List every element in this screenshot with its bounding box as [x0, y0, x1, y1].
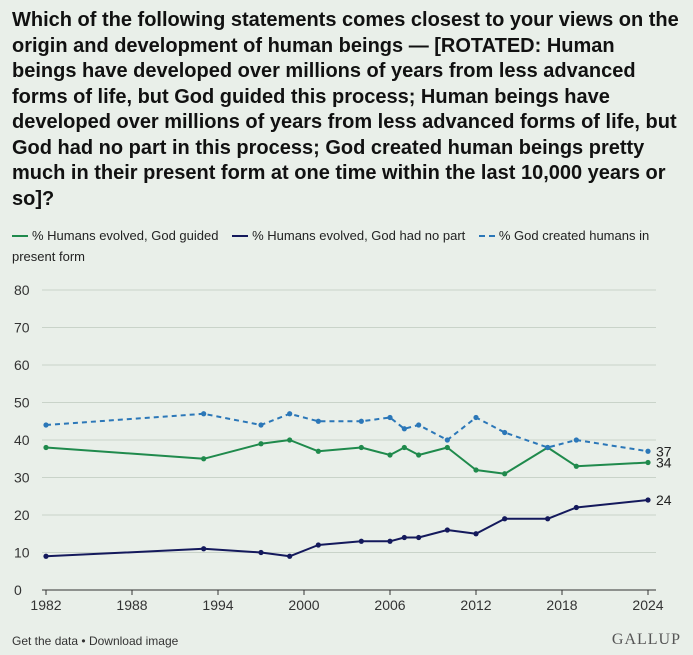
y-tick-label-40: 40 — [14, 432, 30, 448]
y-tick-label-0: 0 — [14, 582, 22, 598]
footer-separator: • — [81, 634, 86, 648]
series-line-1 — [45, 499, 649, 558]
series-line-2 — [45, 412, 649, 453]
data-point-2-4 — [315, 418, 321, 424]
data-point-2-7 — [401, 426, 407, 432]
data-point-1-8 — [416, 534, 422, 541]
legend-swatch-god-created — [478, 234, 495, 237]
data-point-0-9 — [444, 444, 450, 451]
data-point-2-3 — [287, 411, 293, 417]
data-point-0-0 — [43, 444, 49, 451]
data-point-2-9 — [444, 437, 450, 443]
gallup-logo: GALLUP — [611, 631, 681, 648]
data-point-0-13 — [573, 463, 579, 469]
data-point-1-10 — [473, 531, 479, 537]
x-tick-label-2012: 2012 — [460, 597, 491, 613]
data-point-0-2 — [258, 441, 264, 447]
data-point-2-6 — [387, 414, 393, 421]
x-tick-label-1982: 1982 — [30, 597, 61, 613]
y-tick-label-30: 30 — [14, 470, 30, 486]
data-point-2-2 — [258, 422, 264, 428]
data-point-1-5 — [358, 538, 364, 544]
download-image-link[interactable]: Download image — [88, 634, 179, 648]
data-point-0-4 — [315, 448, 321, 454]
data-point-0-3 — [287, 437, 293, 443]
data-point-1-0 — [43, 553, 49, 559]
y-tick-label-60: 60 — [14, 357, 30, 373]
data-point-1-6 — [387, 538, 393, 544]
y-tick-label-80: 80 — [14, 282, 30, 298]
x-tick-label-1994: 1994 — [202, 597, 233, 613]
data-point-1-13 — [573, 504, 579, 511]
legend-swatch-god-guided — [12, 234, 28, 237]
series-line-0 — [45, 439, 649, 475]
data-point-1-14 — [645, 497, 651, 503]
data-point-2-14 — [645, 448, 651, 454]
x-tick-label-2024: 2024 — [632, 597, 663, 613]
data-point-2-11 — [502, 429, 508, 436]
footer: Get the data • Download image — [12, 634, 178, 648]
legend-item-god-created: % God created humans in present form — [12, 228, 649, 264]
legend-item-god-guided: % Humans evolved, God guided — [12, 228, 222, 243]
data-point-1-4 — [315, 542, 321, 548]
line-chart: 0 10 20 30 40 50 60 70 80 1982 1988 1994 2000 2006 201… — [14, 282, 672, 613]
data-point-0-6 — [387, 452, 393, 458]
data-point-1-2 — [258, 549, 264, 556]
x-tick-label-2018: 2018 — [546, 597, 577, 613]
page-title: Which of the following statements comes … — [12, 9, 679, 210]
x-tick-label-2000: 2000 — [288, 597, 319, 613]
x-tick-label-2006: 2006 — [374, 597, 405, 613]
data-point-1-12 — [545, 516, 551, 522]
get-data-link[interactable]: Get the data — [12, 634, 79, 648]
data-point-0-7 — [401, 444, 407, 451]
data-point-2-0 — [43, 422, 49, 428]
y-tick-label-20: 20 — [14, 507, 30, 523]
data-point-2-12 — [545, 444, 551, 451]
data-point-1-3 — [287, 553, 293, 559]
data-point-0-14 — [645, 459, 651, 466]
data-point-2-5 — [358, 418, 364, 424]
data-point-1-9 — [444, 527, 450, 533]
end-label-0: 34 — [656, 455, 672, 471]
end-label-2: 37 — [656, 443, 672, 459]
x-tick-label-1988: 1988 — [116, 597, 147, 613]
end-label-1: 24 — [656, 492, 672, 508]
data-point-2-10 — [473, 414, 479, 421]
data-point-0-8 — [416, 452, 422, 458]
y-tick-label-50: 50 — [14, 395, 30, 411]
legend-item-no-part: % Humans evolved, God had no part — [232, 228, 469, 243]
data-point-2-13 — [573, 437, 579, 443]
chart-legend: % Humans evolved, God guided % Humans ev… — [12, 225, 684, 267]
data-point-0-5 — [358, 444, 364, 451]
y-tick-label-70: 70 — [14, 320, 30, 336]
legend-label-god-guided: % Humans evolved, God guided — [32, 228, 219, 243]
data-point-0-1 — [201, 456, 207, 462]
legend-label-god-created: % God created humans in present form — [12, 228, 650, 264]
data-point-2-1 — [201, 411, 207, 417]
data-point-0-10 — [473, 467, 479, 473]
legend-swatch-no-part — [232, 234, 249, 237]
y-tick-label-10: 10 — [14, 545, 30, 561]
data-point-0-11 — [502, 471, 508, 477]
data-point-1-7 — [401, 534, 407, 541]
legend-label-no-part: % Humans evolved, God had no part — [252, 228, 466, 243]
data-point-1-1 — [201, 546, 207, 552]
data-point-2-8 — [416, 422, 422, 428]
data-point-1-11 — [502, 516, 508, 522]
